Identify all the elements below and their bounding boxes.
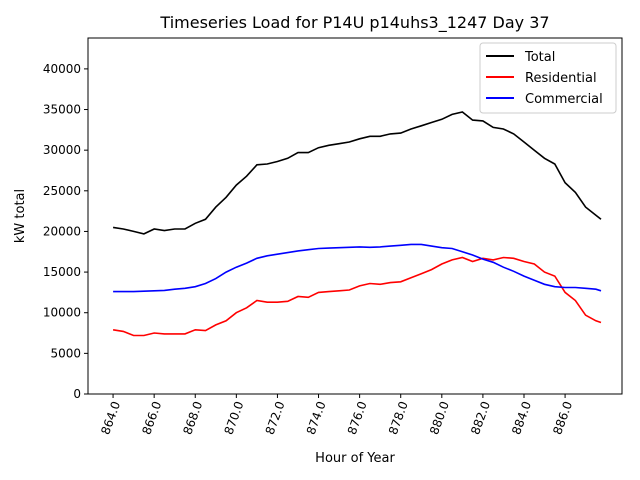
legend: Total Residential Commercial: [479, 42, 617, 114]
y-tick-label: 25000: [43, 184, 81, 198]
series-line-total: [112, 111, 602, 235]
series-line-commercial: [113, 243, 602, 293]
y-tick-label: 35000: [43, 103, 81, 117]
legend-label-residential: Residential: [525, 71, 597, 86]
y-tick-label: 10000: [43, 306, 81, 320]
y-tick-label: 15000: [43, 265, 81, 279]
y-tick-label: 5000: [50, 346, 81, 360]
plot-frame: [87, 37, 623, 395]
chart-title: Timeseries Load for P14U p14uhs3_1247 Da…: [159, 13, 549, 33]
y-tick-label: 30000: [43, 143, 81, 157]
y-tick-label: 20000: [43, 224, 81, 238]
y-tick-label: 40000: [43, 62, 81, 76]
legend-label-commercial: Commercial: [525, 92, 603, 107]
legend-label-total: Total: [524, 50, 555, 65]
series-line-residential: [112, 256, 602, 337]
y-axis-label: kW total: [13, 189, 28, 243]
y-tick-label: 0: [73, 387, 81, 401]
x-axis-label: Hour of Year: [315, 451, 395, 466]
